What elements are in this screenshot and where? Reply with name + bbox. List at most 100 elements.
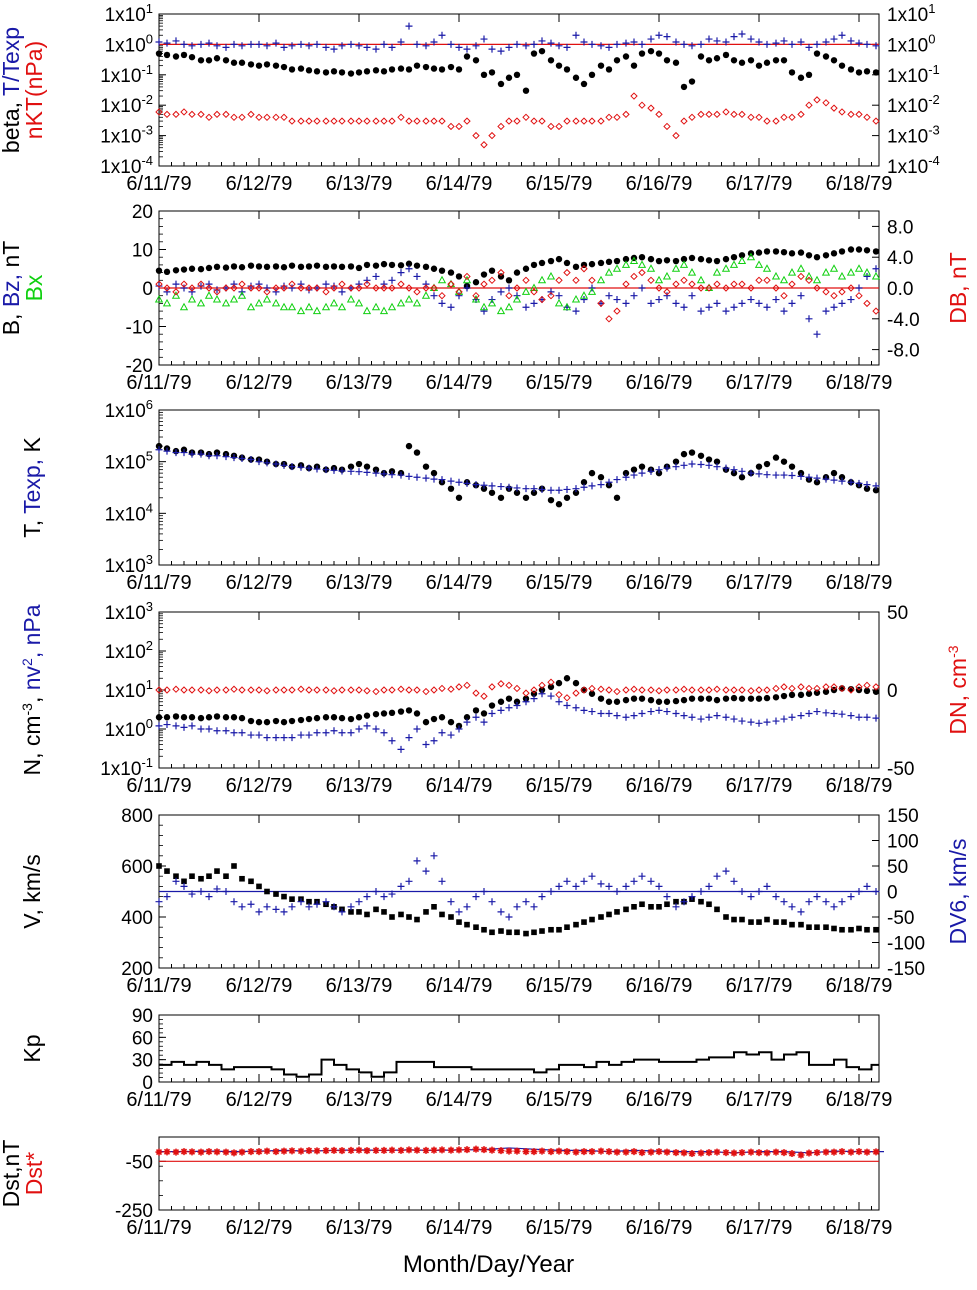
point-bz xyxy=(763,303,771,311)
point-dv6 xyxy=(863,882,871,890)
point-dst- xyxy=(480,1146,488,1154)
point-db xyxy=(630,272,638,281)
point-bz xyxy=(672,299,680,307)
point-dv6 xyxy=(172,877,180,885)
point-texp xyxy=(530,485,538,493)
point-texp xyxy=(280,461,288,469)
point-bz xyxy=(738,299,746,307)
point-texp xyxy=(788,471,796,479)
point-dv6 xyxy=(238,903,246,911)
point-beta xyxy=(580,80,588,88)
point-beta xyxy=(305,67,313,74)
point-db xyxy=(280,284,288,292)
tick-label: 1x10-1 xyxy=(100,62,153,87)
point-t-texp xyxy=(788,40,796,48)
tick-label: 1x104 xyxy=(105,500,153,525)
point-t-texp xyxy=(222,43,230,51)
point-t xyxy=(488,489,496,496)
point-db xyxy=(247,284,255,292)
point-nkt-npa- xyxy=(663,122,671,131)
tick-label: 1x10-1 xyxy=(887,62,940,87)
point-texp xyxy=(338,467,346,475)
point-nv2 xyxy=(630,712,638,720)
right-axis-label: DB, nT xyxy=(945,252,971,324)
point-texp xyxy=(488,482,496,490)
point-texp xyxy=(330,466,338,474)
point-nv2 xyxy=(622,713,630,721)
point-beta xyxy=(497,80,505,88)
point-v xyxy=(748,919,754,925)
point-t-texp xyxy=(238,42,246,50)
point-nkt-npa- xyxy=(813,96,821,104)
tick-label: 600 xyxy=(121,857,153,878)
point-nv2 xyxy=(872,714,880,722)
point-nkt-npa- xyxy=(230,113,238,122)
point-bz xyxy=(338,288,346,296)
point-beta xyxy=(430,65,438,72)
point-bx xyxy=(546,271,556,280)
point-t xyxy=(838,474,846,481)
point-dst- xyxy=(730,1149,738,1157)
point-texp xyxy=(288,463,296,471)
point-dv6 xyxy=(505,913,513,921)
point-n xyxy=(347,715,355,723)
point-dn xyxy=(280,686,288,694)
point-texp xyxy=(497,483,505,491)
point-b xyxy=(272,263,280,270)
point-t xyxy=(563,494,571,501)
point-dv6 xyxy=(430,852,438,860)
point-nkt-npa- xyxy=(388,117,396,125)
point-nkt-npa- xyxy=(472,131,480,140)
point-t-texp xyxy=(755,38,763,46)
tick-label: 1x103 xyxy=(105,599,153,624)
point-t-texp xyxy=(688,42,696,50)
point-b xyxy=(705,257,713,264)
point-bx xyxy=(871,271,881,280)
tick-label: 6/15/79 xyxy=(526,372,593,394)
point-bz xyxy=(272,288,280,296)
point-db xyxy=(422,284,430,292)
point-dv6 xyxy=(747,893,755,901)
point-nv2 xyxy=(247,731,255,739)
point-nkt-npa- xyxy=(172,110,180,119)
point-t-texp xyxy=(605,43,613,51)
point-nv2 xyxy=(747,718,755,726)
point-dst- xyxy=(605,1148,613,1156)
point-v xyxy=(648,904,654,910)
point-bx xyxy=(779,275,789,284)
point-n xyxy=(547,683,555,691)
point-t-texp xyxy=(863,40,871,48)
point-bx xyxy=(521,287,531,295)
point-bz xyxy=(688,292,696,300)
point-db xyxy=(180,280,188,288)
point-t xyxy=(422,463,430,470)
point-texp xyxy=(188,450,196,458)
tick-label: 6/11/79 xyxy=(126,775,191,797)
panel-V: 6/11/79 6/12/79 6/13/79 6/14/79 6/15/79 6/16/… xyxy=(19,806,971,997)
point-bx xyxy=(537,275,547,284)
point-beta xyxy=(363,68,371,75)
point-texp xyxy=(272,460,280,468)
point-bx xyxy=(187,295,197,303)
point-b xyxy=(547,257,555,265)
point-bx xyxy=(812,275,822,284)
point-b xyxy=(622,255,630,263)
point-beta xyxy=(238,59,246,66)
point-v xyxy=(723,914,729,920)
point-bz xyxy=(355,280,363,288)
tick-label: 1x10-3 xyxy=(887,123,940,148)
point-b xyxy=(822,252,830,259)
point-beta xyxy=(488,69,496,76)
point-dn xyxy=(180,686,188,694)
point-n xyxy=(322,714,330,721)
point-nv2 xyxy=(388,737,396,745)
tick-label: 0 xyxy=(887,883,898,904)
point-b xyxy=(230,263,238,270)
point-t-texp xyxy=(288,42,296,50)
point-bz xyxy=(297,280,305,288)
y-axis-label: T, Texp, K xyxy=(19,437,45,538)
point-dn xyxy=(205,687,213,695)
plot-frame xyxy=(158,409,880,566)
point-dst- xyxy=(572,1148,580,1156)
point-dn xyxy=(497,680,505,688)
